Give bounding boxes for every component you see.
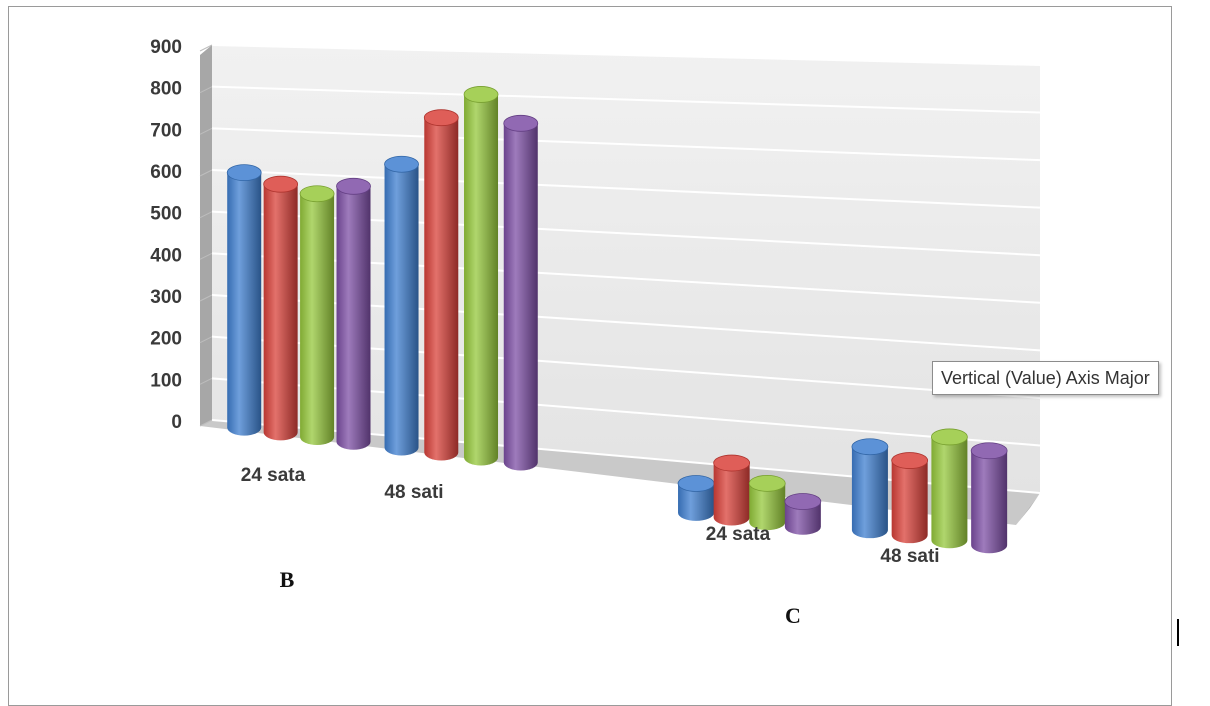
bar-24-sata-series-2 bbox=[263, 175, 299, 441]
bar-24-sata-series-4 bbox=[784, 493, 822, 535]
y-tick-label: 700 bbox=[150, 120, 182, 141]
gridline bbox=[211, 44, 1041, 66]
bar-24-sata-series-4 bbox=[336, 177, 371, 450]
chart-area: 900 800 700 600 500 400 300 200 100 0 24 sata 48 s… bbox=[8, 6, 1179, 706]
side-wall bbox=[200, 45, 212, 426]
panel-label: C bbox=[785, 603, 801, 628]
bar-48-sati-series-1 bbox=[851, 438, 889, 539]
gridline-side bbox=[199, 86, 213, 94]
x-category-label: 48 sati bbox=[384, 482, 443, 503]
gridline bbox=[211, 127, 1041, 162]
bar-48-sati-series-4 bbox=[970, 442, 1008, 554]
bar-48-sati-series-2 bbox=[423, 109, 459, 461]
bar-24-sata-series-3 bbox=[299, 185, 335, 446]
y-tick-label: 100 bbox=[150, 370, 182, 391]
y-axis-tick-labels: 900 800 700 600 500 400 300 200 100 0 bbox=[150, 37, 182, 433]
x-category-label: 24 sata bbox=[241, 465, 306, 486]
axis-tooltip: Vertical (Value) Axis Major bbox=[932, 361, 1159, 395]
gridline-side bbox=[199, 252, 213, 260]
bar-48-sati-series-3 bbox=[931, 428, 968, 549]
bar-48-sati-series-3 bbox=[463, 86, 499, 466]
bar-48-sati-series-4 bbox=[503, 114, 539, 471]
bar-48-sati-series-1 bbox=[384, 155, 419, 456]
x-category-label: 24 sata bbox=[706, 524, 771, 545]
y-tick-label: 200 bbox=[150, 329, 182, 350]
y-tick-label: 900 bbox=[150, 37, 182, 58]
gridline bbox=[211, 169, 1041, 209]
floor-edge bbox=[1016, 493, 1040, 525]
bar-24-sata-series-3 bbox=[748, 474, 786, 531]
bar-24-sata-series-1 bbox=[226, 164, 262, 436]
y-tick-label: 600 bbox=[150, 162, 182, 183]
x-category-label: 48 sati bbox=[880, 546, 939, 567]
back-wall bbox=[212, 45, 1040, 493]
gridline-side bbox=[199, 127, 213, 135]
panel-labels: BC bbox=[280, 567, 801, 628]
y-tick-label: 400 bbox=[150, 245, 182, 266]
chart-svg: 900 800 700 600 500 400 300 200 100 0 24 sata 48 s… bbox=[150, 37, 1041, 628]
gridline-side bbox=[199, 169, 213, 177]
bars bbox=[226, 86, 1008, 554]
gridline-side bbox=[199, 419, 213, 427]
gridline-side bbox=[199, 294, 213, 302]
gridline-side bbox=[199, 377, 213, 385]
gridline-side bbox=[199, 211, 213, 219]
bar-24-sata-series-1 bbox=[677, 475, 715, 521]
gridline bbox=[211, 85, 1041, 114]
text-cursor bbox=[1177, 619, 1179, 646]
y-tick-label: 800 bbox=[150, 79, 182, 100]
bar-24-sata-series-2 bbox=[713, 454, 751, 526]
y-tick-label: 300 bbox=[150, 287, 182, 308]
panel-label: B bbox=[280, 567, 295, 592]
gridline-side bbox=[199, 44, 213, 52]
x-axis-category-labels: 24 sata 48 sati 24 sata 48 sati bbox=[241, 465, 940, 567]
bar-48-sati-series-2 bbox=[891, 452, 929, 544]
y-tick-label: 500 bbox=[150, 204, 182, 225]
gridline-side bbox=[199, 336, 213, 344]
y-tick-label: 0 bbox=[171, 412, 182, 433]
